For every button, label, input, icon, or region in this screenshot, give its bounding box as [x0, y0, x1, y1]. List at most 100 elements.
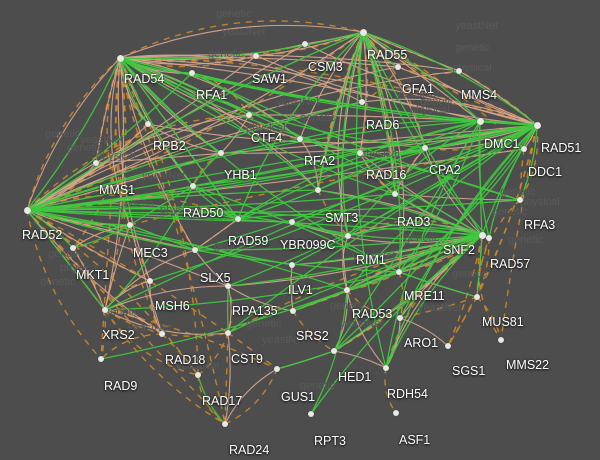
graph-node[interactable] [192, 247, 198, 253]
graph-node[interactable] [246, 112, 252, 118]
graph-edge [362, 31, 399, 68]
graph-node[interactable] [274, 366, 280, 372]
graph-edge [119, 57, 361, 154]
graph-edge [290, 264, 294, 312]
graph-node[interactable] [456, 68, 462, 74]
graph-node[interactable] [159, 331, 165, 337]
graph-edge [26, 209, 106, 311]
graph-node[interactable] [189, 70, 195, 76]
graph-node[interactable] [289, 219, 295, 225]
graph-edge [26, 209, 400, 273]
graph-node[interactable] [476, 117, 484, 125]
graph-node-label: RDH54 [387, 387, 428, 401]
graph-node-label: RAD53 [352, 307, 393, 321]
graph-node[interactable] [225, 330, 231, 336]
graph-edge [72, 57, 125, 249]
graph-edge [26, 193, 396, 211]
graph-node[interactable] [289, 262, 295, 268]
graph-edge [106, 57, 131, 226]
graph-edge [347, 223, 483, 237]
graph-edge [26, 209, 348, 291]
graph-node[interactable] [308, 411, 314, 417]
graph-edge [359, 152, 396, 195]
graph-node[interactable] [397, 315, 403, 321]
graph-node[interactable] [533, 121, 541, 129]
graph-node[interactable] [290, 308, 296, 314]
graph-edge [194, 218, 239, 251]
graph-node[interactable] [315, 187, 321, 193]
graph-edge [110, 57, 131, 226]
graph-edge [119, 31, 364, 60]
graph-edge [224, 332, 231, 425]
graph-node[interactable] [344, 287, 350, 293]
graph-edge [227, 285, 232, 334]
graph-edge [397, 66, 538, 126]
graph-edge [26, 101, 363, 211]
graph-edge [161, 333, 199, 376]
graph-node[interactable] [478, 231, 486, 239]
graph-node[interactable] [235, 216, 241, 222]
graph-edge [100, 289, 348, 360]
graph-node-label: RFA3 [524, 218, 556, 232]
graph-node[interactable] [218, 150, 224, 156]
graph-node[interactable] [521, 146, 527, 152]
graph-node-label: ILV1 [288, 283, 313, 297]
graph-edge [227, 285, 294, 312]
graph-edge [104, 309, 278, 370]
graph-node[interactable] [98, 356, 104, 362]
graph-edge [310, 234, 483, 415]
graph-node-label: ASF1 [399, 433, 431, 447]
graph-node[interactable] [396, 269, 402, 275]
graph-node[interactable] [445, 343, 451, 349]
graph-node[interactable] [222, 421, 228, 427]
graph-node-label: SAW1 [252, 72, 287, 86]
graph-node[interactable] [331, 348, 337, 354]
graph-edge [346, 289, 401, 319]
graph-node[interactable] [225, 283, 231, 289]
graph-edge [333, 124, 538, 352]
graph-edge [362, 31, 538, 126]
graph-edge [119, 57, 194, 187]
graph-node[interactable] [302, 41, 308, 47]
graph-node[interactable] [147, 278, 153, 284]
graph-edge [119, 57, 194, 187]
graph-edge [341, 31, 364, 237]
graph-node[interactable] [345, 233, 351, 239]
graph-node[interactable] [395, 64, 401, 70]
graph-node-label: CST9 [231, 352, 263, 366]
graph-edge [317, 31, 364, 191]
graph-node[interactable] [253, 53, 259, 59]
graph-node-label: RAD17 [202, 394, 243, 408]
graph-node[interactable] [474, 294, 480, 300]
graph-node[interactable] [498, 337, 504, 343]
graph-edge [317, 120, 481, 191]
graph-node[interactable] [190, 183, 196, 189]
graph-edge [119, 57, 538, 126]
graph-node[interactable] [116, 54, 124, 62]
graph-node[interactable] [357, 150, 363, 156]
graph-node[interactable] [297, 136, 303, 142]
graph-node[interactable] [422, 145, 428, 151]
graph-node[interactable] [102, 307, 108, 313]
graph-node-label: CTF4 [251, 131, 283, 145]
graph-node[interactable] [127, 222, 133, 228]
graph-node[interactable] [195, 372, 201, 378]
graph-node[interactable] [517, 197, 523, 203]
graph-node[interactable] [393, 410, 399, 416]
graph-node[interactable] [145, 121, 151, 127]
graph-edge [192, 185, 239, 220]
graph-edge [362, 31, 483, 236]
graph-node[interactable] [383, 365, 389, 371]
graph-node[interactable] [70, 245, 76, 251]
graph-edge [292, 289, 348, 312]
graph-node[interactable] [392, 191, 398, 197]
graph-node-label: CSM3 [308, 60, 343, 74]
graph-node[interactable] [93, 160, 99, 166]
graph-node[interactable] [23, 206, 31, 214]
graph-edge [291, 234, 483, 266]
graph-node[interactable] [486, 235, 492, 241]
graph-node[interactable] [359, 99, 365, 105]
graph-node[interactable] [359, 28, 367, 36]
graph-node-label: DDC1 [528, 165, 563, 179]
